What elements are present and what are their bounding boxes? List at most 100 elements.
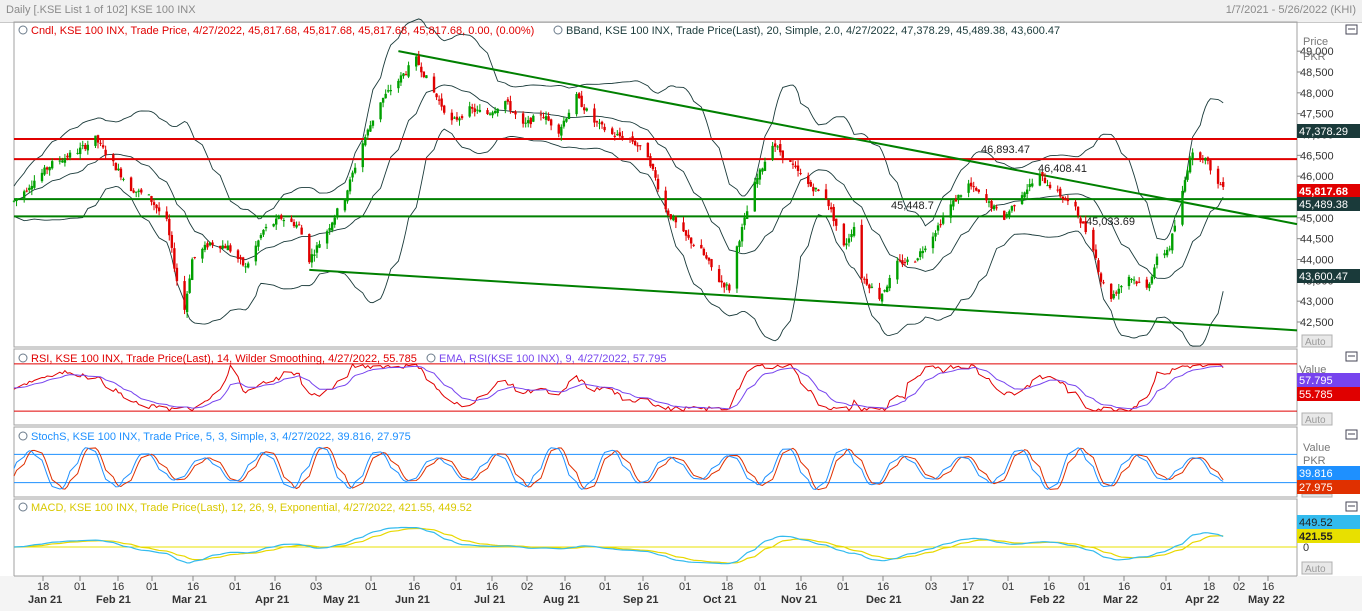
x-day-label: 16	[408, 581, 420, 593]
pin-icon[interactable]	[1345, 351, 1358, 362]
candle-body	[934, 232, 937, 237]
candle-body	[290, 218, 293, 222]
svg-text:45,489.38: 45,489.38	[1299, 199, 1348, 211]
settings-bullet-icon[interactable]	[18, 502, 28, 512]
x-month-label: Sep 21	[623, 594, 658, 606]
candle-body	[860, 224, 863, 279]
stoch-axis-title: Value	[1303, 442, 1330, 454]
candle-body	[471, 107, 474, 109]
candle-body	[295, 224, 298, 228]
candle-body	[420, 66, 423, 73]
candle-body	[921, 250, 924, 254]
candle-body	[257, 240, 260, 247]
candle-body	[45, 167, 49, 170]
stoch-auto-button[interactable]	[1301, 493, 1333, 498]
candle-body	[1137, 281, 1141, 283]
x-day-label: 03	[310, 581, 322, 593]
candle-body	[402, 73, 405, 77]
settings-bullet-icon[interactable]	[18, 25, 28, 35]
candle-body	[924, 248, 927, 251]
candle-body	[812, 186, 815, 192]
settings-bullet-icon[interactable]	[553, 25, 563, 35]
x-month-label: Nov 21	[781, 594, 817, 606]
bband-lower	[13, 128, 1224, 347]
candle-body	[577, 93, 581, 99]
candle-body	[1188, 157, 1192, 173]
candle-body	[758, 169, 762, 180]
candle-body	[628, 137, 632, 139]
pin-icon[interactable]	[1345, 501, 1358, 512]
x-day-label: 16	[795, 581, 807, 593]
candle-body	[1010, 206, 1014, 211]
candle-body	[134, 191, 138, 193]
candle-body	[514, 111, 517, 115]
candle-body	[1046, 185, 1049, 187]
pin-icon[interactable]	[1345, 24, 1358, 35]
price-auto-button[interactable]: Auto	[1301, 334, 1333, 348]
tag-bb-lower: 43,600.47	[1297, 269, 1360, 283]
candle-body	[48, 167, 51, 171]
candle-body	[850, 233, 853, 238]
x-day-label: 16	[486, 581, 498, 593]
candle-body	[817, 189, 820, 191]
y-tick-label: 47,500	[1300, 109, 1334, 121]
pin-icon[interactable]	[1345, 429, 1358, 440]
x-day-label: 16	[877, 581, 889, 593]
candle-body	[1092, 229, 1095, 251]
candle-body	[221, 245, 224, 249]
candle-body	[1117, 288, 1121, 294]
x-day-label: 16	[559, 581, 571, 593]
tag-bb-middle: 45,489.38	[1297, 197, 1360, 211]
candle-body	[1183, 180, 1187, 192]
x-month-label: Feb 22	[1030, 594, 1065, 606]
settings-bullet-icon[interactable]	[18, 431, 28, 441]
candle-body	[168, 218, 171, 236]
candle-body	[157, 207, 161, 212]
rsi-auto-button[interactable]: Auto	[1301, 412, 1333, 426]
x-month-label: Jun 21	[395, 594, 430, 606]
candle-body	[865, 278, 868, 285]
candle-body	[898, 259, 902, 261]
price-legend: Cndl, KSE 100 INX, Trade Price, 4/27/202…	[18, 25, 1060, 37]
bband-middle	[13, 84, 1224, 279]
candle-body	[799, 173, 802, 175]
candle-body	[496, 108, 499, 114]
candle-body	[239, 257, 242, 259]
candle-body	[753, 181, 756, 212]
rsi-legend-text: RSI, KSE 100 INX, Trade Price(Last), 14,…	[31, 353, 417, 365]
candle-body	[379, 102, 382, 120]
candle-body	[318, 244, 321, 248]
ema-legend-text: EMA, RSI(KSE 100 INX), 9, 4/27/2022, 57.…	[439, 353, 666, 365]
candle-body	[310, 254, 314, 263]
candle-body	[132, 190, 135, 193]
candle-body	[1079, 218, 1082, 224]
candle-body	[506, 99, 510, 102]
candle-body	[824, 189, 828, 199]
x-month-label: Oct 21	[703, 594, 737, 606]
candle-body	[1191, 152, 1194, 160]
candle-body	[702, 248, 706, 256]
candle-body	[1204, 158, 1207, 161]
x-day-label: 01	[1160, 581, 1172, 593]
candle-body	[972, 186, 975, 188]
svg-text:Auto: Auto	[1305, 415, 1326, 426]
candle-body	[282, 220, 286, 222]
candle-body	[183, 281, 186, 310]
candle-body	[987, 201, 991, 203]
annotation-label: 46,893.47	[981, 144, 1030, 156]
candle-body	[384, 93, 387, 99]
tag-signal: 421.55	[1297, 529, 1360, 543]
candle-body	[707, 257, 711, 261]
settings-bullet-icon[interactable]	[426, 353, 436, 363]
candle-body	[493, 110, 497, 114]
candle-body	[532, 115, 535, 122]
macd-auto-button[interactable]: Auto	[1301, 561, 1333, 575]
tag-bb-upper: 47,378.29	[1297, 124, 1360, 138]
candle-body	[1056, 189, 1059, 191]
settings-bullet-icon[interactable]	[18, 353, 28, 363]
candle-body	[936, 225, 940, 231]
x-day-label: 16	[1043, 581, 1055, 593]
x-day-label: 16	[112, 581, 124, 593]
candle-body	[832, 206, 835, 222]
